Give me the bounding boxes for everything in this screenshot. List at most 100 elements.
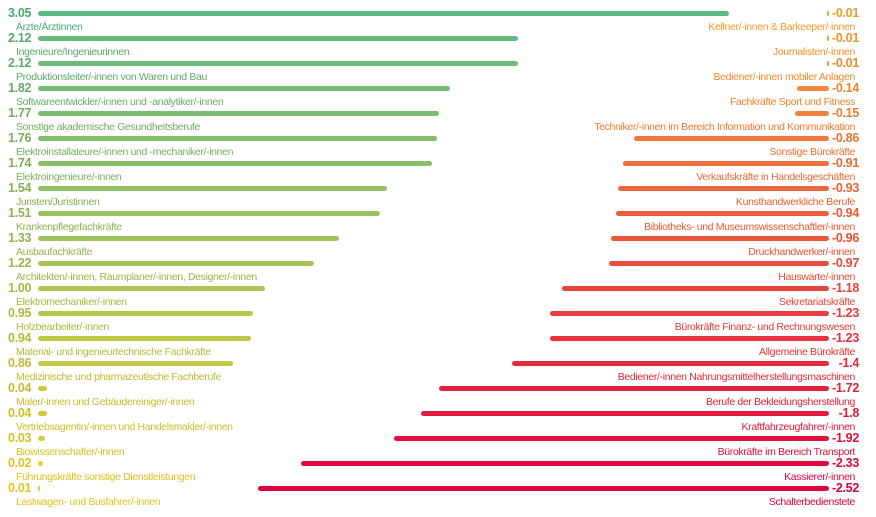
positive-bar [38, 460, 43, 466]
positive-value-label: 1.82 [8, 81, 32, 95]
positive-bar [38, 60, 519, 66]
negative-category-label: Bürokräfte Finanz- und Rechnungswesen [674, 321, 856, 333]
negative-value-label: -1.23 [832, 306, 859, 320]
positive-bar [38, 310, 254, 316]
negative-bar [561, 285, 829, 291]
positive-bar [38, 35, 519, 41]
positive-category-label: Ingenieure/Ingenieurinnen [16, 46, 130, 58]
positive-category-label: Elektroingenieure/-innen [16, 171, 122, 183]
positive-category-label: Ärzte/Ärztinnen [16, 21, 83, 33]
negative-value-label: -1.8 [838, 406, 860, 420]
negative-bar [826, 10, 829, 16]
negative-category-label: Allgemeine Bürokräfte [759, 346, 855, 358]
negative-category-label: Bediener/-innen Nahrungsmittelherstellun… [617, 371, 856, 383]
negative-value-label: -0.93 [832, 181, 859, 195]
positive-value-label: 1.00 [8, 281, 32, 295]
positive-value-label: 0.86 [8, 356, 32, 370]
negative-value-label: -0.91 [832, 156, 859, 170]
negative-category-label: Kunsthandwerkliche Berufe [735, 196, 855, 208]
positive-bar [38, 335, 251, 341]
positive-value-label: 0.03 [8, 431, 32, 445]
negative-value-label: -0.94 [832, 206, 859, 220]
positive-bar [38, 410, 48, 416]
negative-category-label: Verkaufskräfte in Handelsgeschäften [696, 171, 855, 183]
positive-value-label: 1.77 [8, 106, 32, 120]
negative-bar [797, 85, 829, 91]
positive-bar [38, 160, 433, 166]
negative-category-label: Schalterbedienstete [768, 496, 856, 508]
positive-category-label: Elektroinstallateure/-innen und -mechani… [16, 146, 234, 158]
negative-bar [550, 335, 829, 341]
negative-value-label: -2.52 [832, 481, 859, 495]
positive-value-label: 0.04 [8, 381, 32, 395]
negative-bar [795, 110, 829, 116]
positive-category-label: Elektromechaniker/-innen [16, 296, 127, 308]
negative-value-label: -1.18 [832, 281, 859, 295]
negative-value-label: -1.4 [838, 356, 860, 370]
negative-bar [421, 410, 829, 416]
negative-category-label: Bürokräfte im Bereich Transport [717, 446, 856, 458]
positive-bar [38, 235, 340, 241]
positive-category-label: Medizinische und pharmazeutische Fachber… [16, 371, 221, 383]
positive-value-label: 0.04 [8, 406, 32, 420]
negative-value-label: -0.15 [832, 106, 859, 120]
positive-value-label: 0.01 [8, 481, 32, 495]
negative-value-label: -1.92 [832, 431, 859, 445]
positive-bar [38, 385, 48, 391]
negative-category-label: Berufe der Bekleidungsherstellung [706, 396, 855, 408]
negative-value-label: -1.23 [832, 331, 859, 345]
positive-value-label: 1.33 [8, 231, 32, 245]
positive-value-label: 2.12 [8, 31, 32, 45]
negative-bar [611, 235, 829, 241]
positive-bar [38, 360, 233, 366]
positive-category-label: Lastwagen- und Busfahrer/-innen [16, 496, 161, 508]
positive-category-label: Führungskräfte sonstige Dienstleistungen [16, 471, 196, 483]
negative-bar [439, 385, 829, 391]
negative-bar [511, 360, 829, 366]
positive-value-label: 1.22 [8, 256, 32, 270]
negative-bar [622, 160, 829, 166]
positive-category-label: Maler/-innen und Gebäudereiniger/-innen [16, 396, 195, 408]
positive-value-label: 2.12 [8, 56, 32, 70]
negative-value-label: -2.33 [832, 456, 859, 470]
negative-bar [826, 35, 829, 41]
negative-category-label: Druckhandwerker/-innen [748, 246, 855, 258]
negative-bar [257, 485, 829, 491]
positive-value-label: 1.74 [8, 156, 32, 170]
negative-value-label: -0.14 [832, 81, 859, 95]
negative-bar [826, 60, 829, 66]
positive-category-label: Produktionsleiter/-innen von Waren und B… [16, 71, 207, 83]
positive-category-label: Softwareentwickler/-innen und -analytike… [16, 96, 224, 108]
negative-bar [393, 435, 829, 441]
positive-bar [38, 185, 387, 191]
negative-value-label: -0.86 [832, 131, 859, 145]
negative-value-label: -1.72 [832, 381, 859, 395]
negative-bar [301, 460, 829, 466]
negative-category-label: Sonstige Bürokräfte [769, 146, 855, 158]
negative-category-label: Fachkräfte Sport und Fitness [729, 96, 855, 108]
positive-bar [38, 135, 437, 141]
positive-category-label: Ausbaufachkräfte [16, 246, 93, 258]
negative-value-label: -0.01 [832, 6, 859, 20]
negative-bar [550, 310, 829, 316]
positive-category-label: Material- und ingenieurtechnische Fachkr… [16, 346, 211, 358]
positive-value-label: 1.54 [8, 181, 32, 195]
positive-bar [38, 260, 315, 266]
negative-category-label: Kellner/-innen & Barkeeper/-innen [708, 21, 855, 33]
positive-category-label: Vertriebsagentin/-innen und Handelsmakle… [16, 421, 233, 433]
positive-bar [38, 485, 41, 491]
positive-bar [38, 85, 451, 91]
negative-value-label: -0.01 [832, 31, 859, 45]
positive-value-label: 1.76 [8, 131, 32, 145]
negative-category-label: Journalisten/-innen [772, 46, 855, 58]
negative-category-label: Kassierer/-innen [784, 471, 855, 483]
positive-bar [38, 110, 440, 116]
negative-bar [634, 135, 829, 141]
positive-category-label: Juristen/Juristinnen [16, 196, 100, 208]
positive-category-label: Biowissenschafter/-innen [16, 446, 125, 458]
positive-bar [38, 435, 45, 441]
positive-category-label: Architekten/-innen, Raumplaner/-innen, D… [16, 271, 257, 283]
positive-bar [38, 285, 265, 291]
negative-value-label: -0.96 [832, 231, 859, 245]
